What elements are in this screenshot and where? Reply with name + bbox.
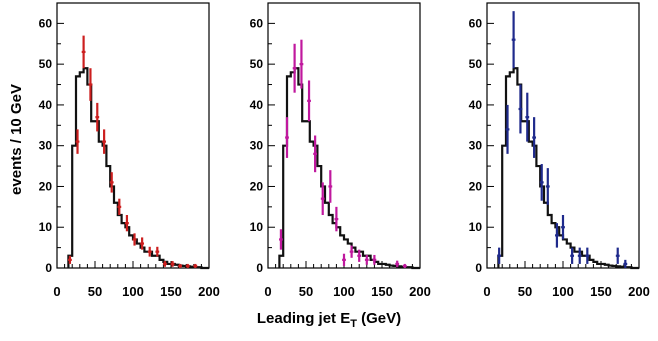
y-tick-label: 30 [469, 139, 483, 153]
y-tick-label: 50 [469, 57, 483, 71]
x-tick-label: 150 [590, 284, 612, 299]
x-tick-label: 0 [483, 284, 490, 299]
x-tick-label: 50 [88, 284, 102, 299]
x-tick-label: 0 [53, 284, 60, 299]
plot-frame [56, 2, 210, 269]
y-tick-label: 0 [475, 261, 482, 275]
y-tick-label: 30 [39, 139, 53, 153]
panel-1: 0 10 20 30 40 50 60 0 50 100 150 200 [39, 2, 220, 299]
y-tick-label: 10 [39, 220, 53, 234]
x-tick-label: 0 [264, 284, 271, 299]
y-tick-label: 40 [469, 98, 483, 112]
x-tick-label: 200 [628, 284, 650, 299]
y-tick-label: 50 [39, 57, 53, 71]
y-tick-label: 10 [250, 220, 264, 234]
histogram-line [497, 67, 639, 270]
x-axis-title-sub: T [350, 318, 357, 330]
plot-frame [267, 2, 421, 269]
x-axis-title-unit: (GeV) [361, 310, 402, 327]
y-tick-label: 40 [39, 98, 53, 112]
x-tick-label: 100 [333, 284, 355, 299]
x-tick-label: 150 [160, 284, 182, 299]
x-tick-label: 100 [552, 284, 574, 299]
x-tick-label: 100 [122, 284, 144, 299]
y-tick-label: 0 [256, 261, 263, 275]
x-tick-label: 200 [198, 284, 220, 299]
x-tick-label: 50 [518, 284, 532, 299]
y-tick-label: 20 [250, 179, 264, 193]
y-tick-label: 10 [469, 220, 483, 234]
histogram-line [278, 67, 420, 270]
y-tick-label: 0 [45, 261, 52, 275]
y-tick-label: 20 [39, 179, 53, 193]
x-axis-title-main: Leading jet E [256, 310, 351, 327]
y-tick-label: 40 [250, 98, 264, 112]
y-tick-label: 20 [469, 179, 483, 193]
y-tick-label: 60 [250, 16, 264, 30]
panel-3: 0 10 20 30 40 50 60 0 50 100 150 200 [469, 2, 650, 299]
x-tick-label: 150 [371, 284, 393, 299]
y-tick-label: 50 [250, 57, 264, 71]
x-tick-label: 50 [299, 284, 313, 299]
x-tick-label: 200 [409, 284, 431, 299]
y-tick-label: 60 [39, 16, 53, 30]
y-tick-label: 30 [250, 139, 264, 153]
panel-2: 0 10 20 30 40 50 60 0 50 100 150 200 [250, 2, 431, 299]
x-axis-title: Leading jet ET (GeV) [0, 310, 658, 330]
y-tick-label: 60 [469, 16, 483, 30]
